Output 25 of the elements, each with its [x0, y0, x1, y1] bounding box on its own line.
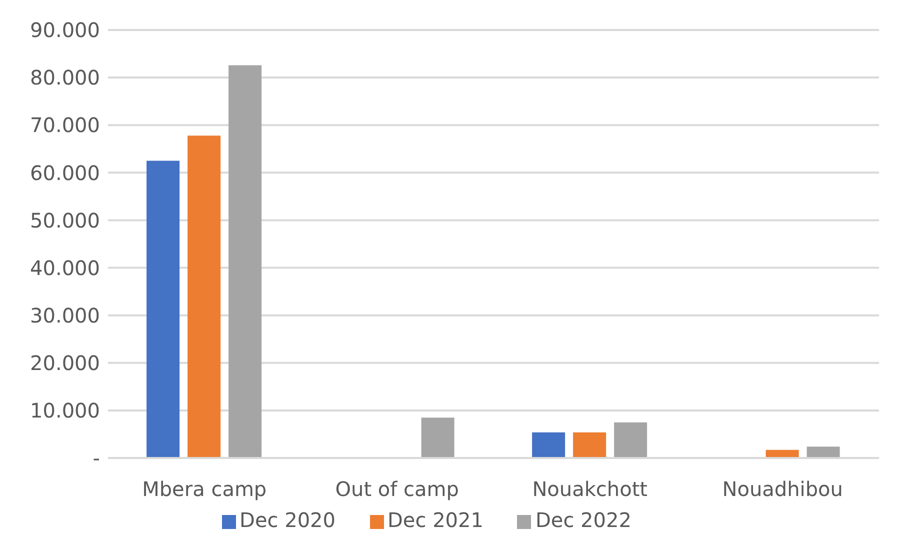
x-tick-label: Mbera camp: [142, 477, 267, 502]
y-tick-label: 30.000: [30, 303, 100, 328]
y-tick-label: 40.000: [30, 256, 100, 280]
bar: [614, 422, 648, 458]
bar: [228, 65, 262, 458]
y-tick-label: 10.000: [30, 398, 100, 423]
bar: [421, 418, 454, 458]
x-tick-label: Nouadhibou: [722, 477, 843, 502]
bar: [532, 432, 566, 458]
y-tick-label: -: [92, 446, 100, 470]
bar: [146, 160, 180, 458]
y-tick-label: 20.000: [30, 350, 100, 375]
bar: [188, 136, 221, 458]
y-tick-label: 70.000: [30, 113, 100, 138]
x-tick-label: Out of camp: [335, 477, 459, 502]
y-tick-label: 90.000: [30, 18, 100, 42]
y-tick-label: 50.000: [30, 208, 100, 232]
legend-label: Dec 2022: [535, 508, 632, 532]
y-tick-label: 60.000: [30, 160, 100, 185]
x-tick-label: Nouakchott: [532, 477, 648, 502]
legend-label: Dec 2021: [388, 508, 484, 532]
bar: [573, 432, 606, 458]
legend-label: Dec 2020: [240, 508, 336, 532]
y-tick-label: 80.000: [30, 66, 100, 90]
bar: [806, 446, 840, 458]
